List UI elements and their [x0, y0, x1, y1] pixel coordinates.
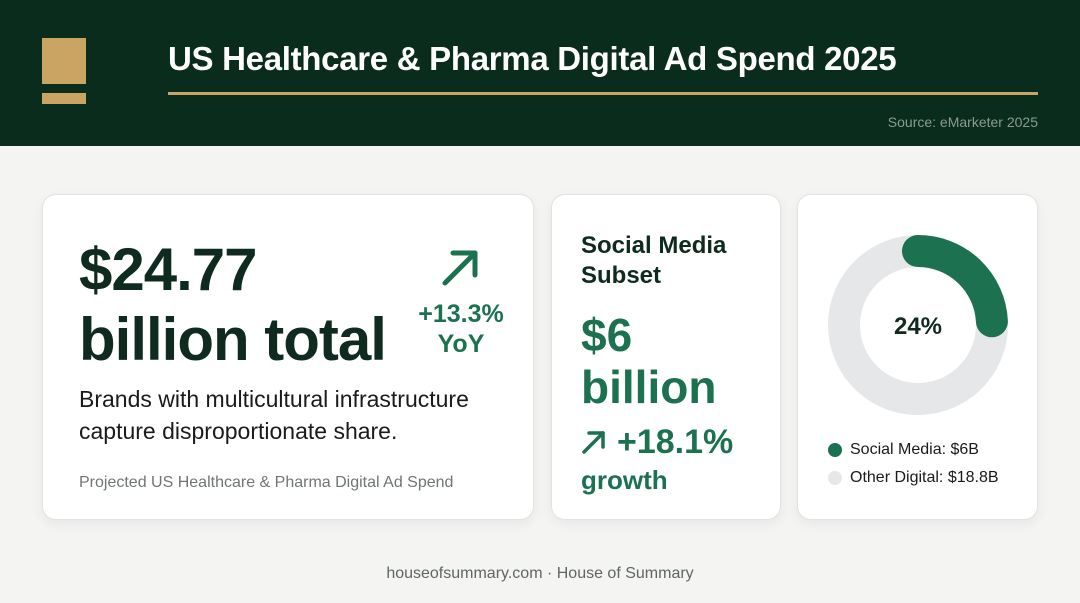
brand-logo-block [42, 38, 86, 84]
yoy-growth: +13.3% YoY [401, 299, 521, 359]
legend-item: Other Digital: $18.8B [828, 469, 999, 487]
social-growth-value: +18.1% [617, 423, 734, 461]
share-chart-card: 24% Social Media: $6B Other Digital: $18.… [797, 194, 1038, 520]
total-spend-value: $24.77 billion total [79, 235, 387, 375]
donut-center-label: 24% [894, 313, 942, 340]
legend-label: Other Digital: $18.8B [850, 469, 999, 486]
header: US Healthcare & Pharma Digital Ad Spend … [0, 0, 1080, 146]
social-media-amount: $6 [581, 309, 633, 361]
legend-swatch [828, 471, 842, 485]
share-donut-chart: 24% [828, 235, 1008, 415]
title-underline [168, 92, 1038, 95]
growth-up-arrow-icon [582, 431, 605, 454]
total-spend-note: Projected US Healthcare & Pharma Digital… [79, 474, 454, 491]
yoy-growth-label: YoY [437, 330, 485, 358]
total-spend-description: Brands with multicultural infrastructure… [79, 386, 469, 444]
brand-logo-bar [42, 93, 86, 104]
total-spend-amount: $24.77 [79, 236, 258, 303]
trend-up-arrow-icon [442, 250, 478, 286]
yoy-growth-value: +13.3% [418, 300, 504, 328]
legend-swatch [828, 443, 842, 457]
social-growth-row: +18.1% [581, 423, 733, 461]
legend-label: Social Media: $6B [850, 441, 979, 458]
total-spend-card: $24.77 billion total +13.3% YoY Brands w… [42, 194, 534, 520]
source-note: Source: eMarketer 2025 [887, 114, 1038, 130]
social-media-unit: billion [581, 361, 717, 413]
legend-item: Social Media: $6B [828, 441, 979, 459]
social-media-card: Social Media Subset $6 billion +18.1% gr… [551, 194, 781, 520]
donut-slice-1 [828, 235, 1008, 415]
donut-slice-0 [902, 235, 1008, 338]
page-title: US Healthcare & Pharma Digital Ad Spend … [168, 40, 897, 77]
social-media-value: $6 billion [581, 309, 716, 413]
social-media-title: Social Media Subset [581, 232, 727, 289]
social-growth-label: growth [581, 465, 668, 495]
total-spend-unit: billion total [79, 306, 387, 373]
footer-credit: houseofsummary.com · House of Summary [386, 565, 694, 582]
